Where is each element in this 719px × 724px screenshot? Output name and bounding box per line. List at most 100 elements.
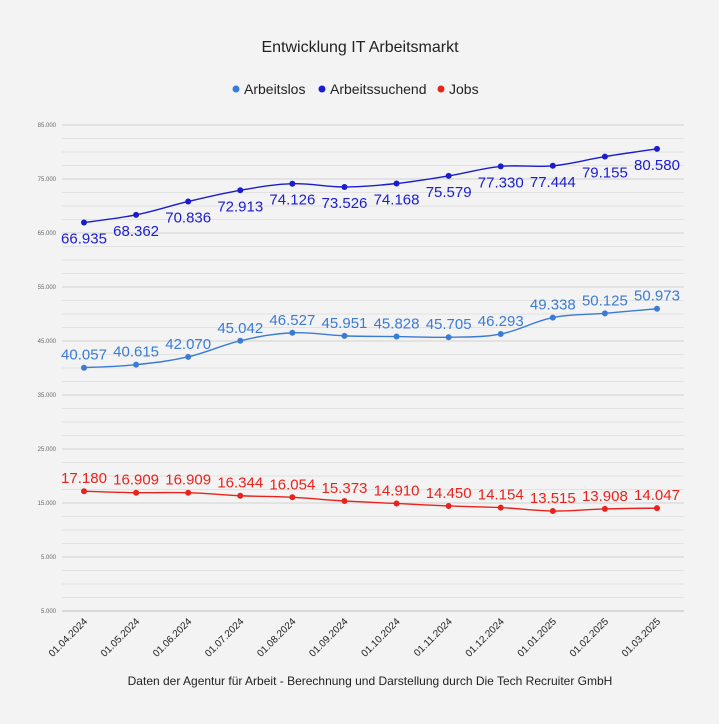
data-point — [393, 180, 400, 187]
y-tick-label: 55.000 — [38, 285, 57, 291]
x-tick-label: 01.03.2025 — [620, 616, 663, 659]
data-point — [341, 183, 348, 190]
y-tick-label: 15.000 — [38, 501, 57, 507]
data-label: 79.155 — [582, 165, 628, 182]
data-point — [341, 497, 348, 504]
data-label: 74.168 — [374, 191, 420, 208]
data-label: 45.951 — [322, 315, 368, 332]
legend-marker — [437, 85, 445, 93]
data-point — [549, 314, 556, 321]
data-label: 70.836 — [165, 209, 211, 226]
data-label: 66.935 — [61, 231, 107, 248]
data-label: 45.828 — [374, 316, 420, 333]
data-point — [654, 305, 660, 312]
data-label: 15.373 — [322, 480, 368, 497]
data-label: 14.047 — [634, 487, 680, 504]
data-point — [81, 219, 87, 226]
data-point — [654, 145, 660, 152]
data-point — [289, 494, 296, 501]
data-point — [601, 310, 608, 317]
data-point — [549, 508, 556, 515]
data-label: 46.527 — [269, 312, 315, 329]
data-label: 77.444 — [530, 174, 576, 191]
data-point — [289, 180, 296, 187]
data-point — [133, 361, 140, 368]
legend-label: Arbeitslos — [244, 81, 305, 97]
data-point — [393, 500, 400, 507]
data-label: 74.126 — [269, 192, 315, 209]
data-label: 13.908 — [582, 488, 628, 505]
data-label: 49.338 — [530, 297, 576, 314]
data-label: 50.125 — [582, 292, 628, 309]
data-point — [445, 502, 452, 509]
grid — [62, 124, 684, 612]
data-point — [237, 337, 244, 344]
legend-label: Jobs — [449, 81, 479, 97]
data-label: 45.042 — [217, 320, 263, 337]
data-label: 14.450 — [426, 485, 472, 502]
legend-label: Arbeitssuchend — [330, 81, 427, 97]
y-tick-label: 85.000 — [38, 123, 57, 129]
data-point — [185, 198, 192, 205]
data-label: 14.910 — [374, 482, 420, 499]
data-point — [185, 489, 192, 496]
data-point — [497, 331, 504, 338]
x-tick-label: 01.06.2024 — [151, 616, 194, 659]
data-label: 77.330 — [478, 174, 524, 191]
data-label: 45.705 — [426, 316, 472, 333]
series-line — [83, 148, 658, 224]
data-label: 46.293 — [478, 313, 524, 330]
x-tick-label: 01.08.2024 — [255, 616, 298, 659]
chart-title: Entwicklung IT Arbeitsmarkt — [261, 39, 459, 56]
data-point — [497, 504, 504, 511]
series-jobs: 17.180 16.909 16.909 16.344 16.054 15.373 14.9… — [61, 470, 680, 515]
data-point — [549, 162, 556, 169]
data-point — [133, 489, 140, 496]
data-point — [289, 329, 296, 336]
legend-item: Arbeitssuchend — [318, 81, 427, 97]
series-arbeitssuchend: 66.935 68.362 70.836 72.913 74.126 73.526 74.1… — [61, 145, 680, 248]
x-tick-label: 01.09.2024 — [307, 616, 350, 659]
data-point — [237, 187, 244, 194]
data-label: 73.526 — [322, 195, 368, 212]
chart-footer: Daten der Agentur für Arbeit - Berechnun… — [128, 674, 613, 688]
series-line — [83, 490, 658, 512]
data-label: 13.515 — [530, 490, 576, 507]
series-arbeitslos: 40.057 40.615 42.070 45.042 46.527 45.951 45.8… — [61, 288, 680, 371]
x-tick-label: 01.02.2025 — [568, 616, 611, 659]
legend-marker — [232, 85, 240, 93]
x-tick-label: 01.07.2024 — [203, 616, 246, 659]
legend-item: Jobs — [437, 81, 479, 97]
x-tick-label: 01.01.2025 — [516, 616, 559, 659]
data-label: 40.615 — [113, 344, 159, 361]
data-point — [445, 172, 452, 179]
y-tick-label: 5.000 — [41, 555, 57, 561]
data-point — [445, 334, 452, 341]
data-point — [185, 353, 192, 360]
data-label: 40.057 — [61, 347, 107, 364]
legend: Arbeitslos Arbeitssuchend Jobs — [232, 81, 479, 97]
data-label: 16.054 — [269, 476, 315, 493]
data-label: 16.909 — [165, 472, 211, 489]
legend-item: Arbeitslos — [232, 81, 305, 97]
data-point — [601, 153, 608, 160]
data-label: 14.154 — [478, 487, 524, 504]
y-axis: 85.000 75.000 65.000 55.000 45.000 35.000 25.0… — [38, 123, 57, 615]
data-point — [654, 505, 660, 512]
data-label: 72.913 — [217, 198, 263, 215]
y-tick-label: 25.000 — [38, 447, 57, 453]
data-label: 50.973 — [634, 288, 680, 305]
y-tick-label: 45.000 — [38, 339, 57, 345]
data-point — [497, 163, 504, 170]
x-tick-label: 01.04.2024 — [47, 616, 90, 659]
data-point — [237, 492, 244, 499]
data-point — [393, 333, 400, 340]
x-tick-label: 01.11.2024 — [412, 616, 455, 659]
y-tick-label: 35.000 — [38, 393, 57, 399]
y-tick-label: 5.000 — [41, 609, 57, 615]
data-label: 16.344 — [217, 475, 263, 492]
data-label: 16.909 — [113, 472, 159, 489]
data-label: 80.580 — [634, 157, 680, 174]
data-point — [81, 364, 87, 371]
